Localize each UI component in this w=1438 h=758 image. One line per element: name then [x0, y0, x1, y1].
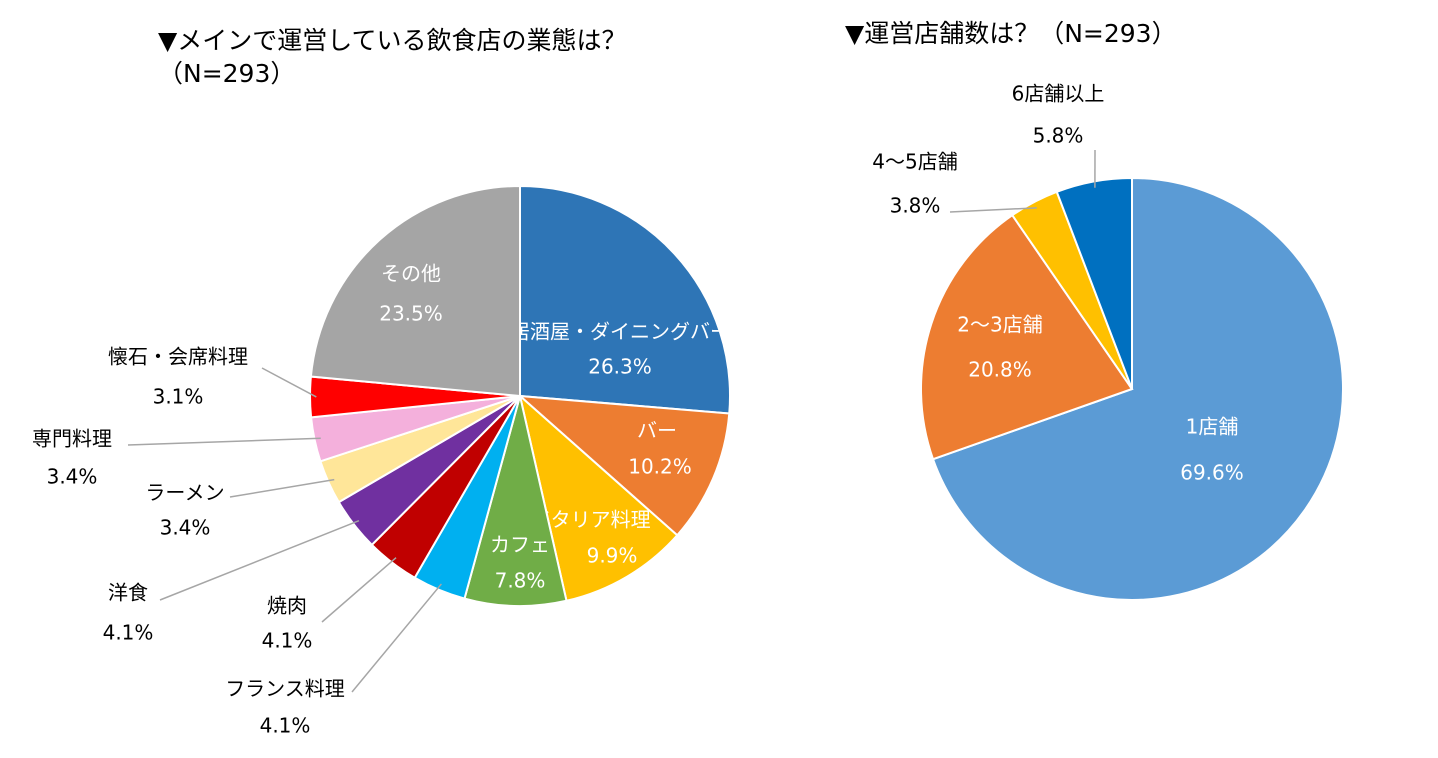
- value-label: 20.8%: [968, 358, 1032, 382]
- value-label: 26.3%: [588, 355, 652, 379]
- slice-label: カフェ: [490, 533, 550, 557]
- leader-line: [351, 583, 442, 693]
- value-label: 23.5%: [379, 302, 443, 326]
- value-label: 10.2%: [628, 455, 692, 479]
- value-label: 4.1%: [260, 714, 311, 738]
- value-label: 4.1%: [103, 621, 154, 645]
- pie-slice: [518, 393, 679, 602]
- leader-line: [229, 478, 335, 498]
- pie-slice: [517, 394, 731, 537]
- pie-slice: [920, 213, 1134, 461]
- value-label: 3.8%: [890, 194, 941, 218]
- pie-slice: [1055, 176, 1133, 390]
- value-label: 4.1%: [262, 629, 313, 653]
- leader-line: [127, 437, 321, 446]
- slice-label: その他: [381, 262, 441, 286]
- slice-label: 懐石・会席料理: [108, 345, 248, 369]
- slice-label: 専門料理: [32, 427, 112, 451]
- slice-label: ラーメン: [145, 481, 224, 505]
- leader-line: [321, 557, 397, 623]
- slice-label: 4～5店舗: [872, 150, 957, 174]
- value-label: 69.6%: [1180, 461, 1244, 485]
- leader-line: [949, 207, 1037, 213]
- slice-label: 居酒屋・ダイニングバー: [510, 320, 730, 344]
- leader-line: [159, 520, 360, 601]
- leader-line: [261, 367, 317, 398]
- pie-slice: [309, 184, 521, 398]
- slice-label: イタリア料理: [531, 508, 650, 532]
- value-label: 3.4%: [160, 516, 211, 540]
- chart-title: ▼運営店舗数は？（N=293）: [845, 19, 1177, 48]
- slice-label: バー: [637, 419, 677, 443]
- slice-label: 洋食: [108, 581, 148, 605]
- slice-label: 1店舗: [1186, 415, 1239, 439]
- pie-slice: [463, 395, 568, 607]
- chart-title: ▼メインで運営している飲食店の業態は？: [158, 26, 626, 55]
- value-label: 5.8%: [1033, 124, 1084, 148]
- value-label: 3.4%: [47, 465, 98, 489]
- slice-label: 2～3店舗: [957, 313, 1042, 337]
- slice-label: 焼肉: [267, 594, 307, 618]
- pie-slice: [931, 176, 1344, 601]
- value-label: 7.8%: [495, 569, 546, 593]
- chart-subtitle: （N=293）: [158, 59, 295, 88]
- slice-label: フランス料理: [225, 677, 345, 701]
- pie-slice: [519, 184, 731, 415]
- value-label: 9.9%: [587, 544, 638, 568]
- value-label: 3.1%: [153, 385, 204, 409]
- slice-label: 6店舗以上: [1012, 82, 1105, 106]
